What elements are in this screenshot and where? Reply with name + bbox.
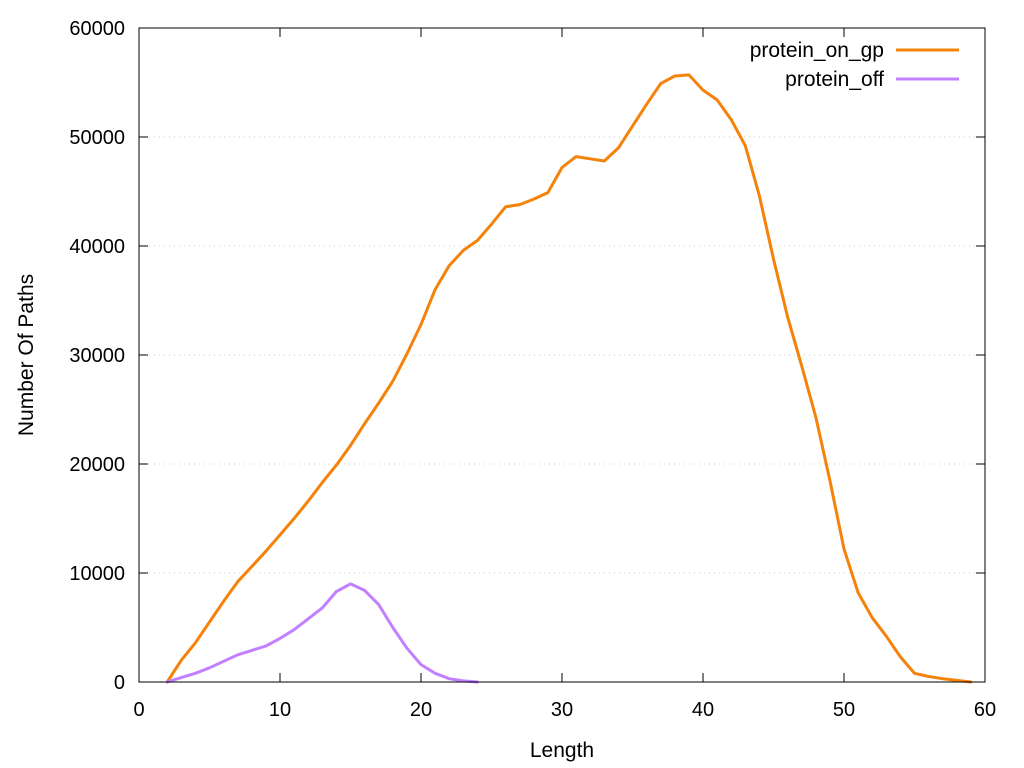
axis-ticks [138,27,986,683]
series-line-protein_on_gp [165,73,973,684]
x-tick-label: 60 [974,699,996,721]
y-tick-label: 30000 [69,345,125,367]
y-axis-title: Number Of Paths [15,274,38,436]
y-tick-label: 50000 [69,127,125,149]
x-tick-label: 0 [133,699,144,721]
series-line-protein_off [165,582,479,684]
y-tick-label: 60000 [69,18,125,40]
legend: protein_on_gp protein_off [750,39,959,91]
x-tick-label: 30 [551,699,573,721]
legend-label: protein_on_gp [750,39,884,62]
y-tick-label: 0 [114,672,125,694]
plot-frame [138,27,986,683]
x-tick-label: 50 [833,699,855,721]
x-tick-label: 20 [410,699,432,721]
x-tick-label: 10 [269,699,291,721]
y-tick-label: 10000 [69,563,125,585]
grid-lines [139,136,985,574]
x-tick-label: 40 [692,699,714,721]
series-lines [165,73,973,684]
x-axis-title: Length [530,739,594,762]
y-tick-label: 40000 [69,236,125,258]
legend-label: protein_off [785,68,884,91]
y-tick-label: 20000 [69,454,125,476]
axis-tick-labels: 0 10000 20000 30000 40000 50000 60000 0 10 20 30 40… [69,18,996,721]
